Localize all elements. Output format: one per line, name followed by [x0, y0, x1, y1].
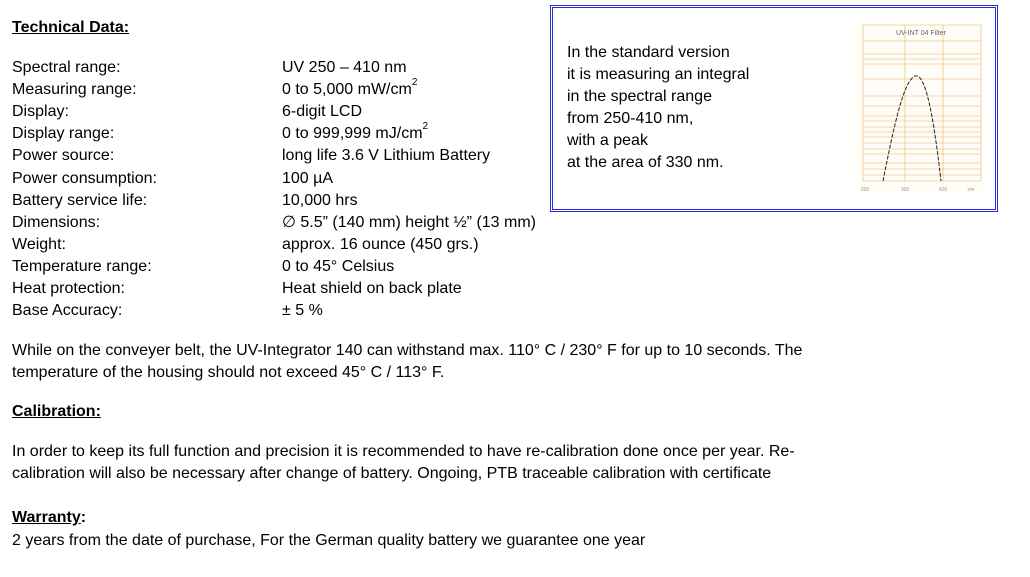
spec-label: Power consumption: — [12, 169, 157, 187]
spec-value-text: 10,000 hrs — [282, 191, 358, 209]
spec-value-text: UV 250 – 410 nm — [282, 59, 407, 76]
chart-bg — [853, 21, 983, 193]
calibration-text-2: calibration will also be necessary after… — [12, 465, 772, 482]
warranty-text: 2 years from the date of purchase, For t… — [12, 532, 646, 549]
spec-label: Heat protection: — [12, 280, 125, 297]
spec-label: Base Accuracy: — [12, 302, 123, 320]
calibration-heading: Calibration: — [12, 403, 101, 420]
info-line: In the standard version — [567, 44, 730, 61]
info-line: from 250-410 nm, — [567, 110, 694, 127]
spec-label: Dimensions: — [12, 213, 101, 231]
spec-value-text: ∅ 5.5” (140 mm) height ½” (13 mm) — [282, 213, 537, 231]
warranty-heading-text: Warranty — [12, 509, 81, 526]
spec-value-text: 0 to 999,999 mJ/cm — [282, 125, 423, 143]
chart-title: UV-INT 04 Filter — [896, 30, 947, 37]
spec-value: 0 to 999,999 mJ/cm2 — [282, 121, 429, 145]
spec-value: 10,000 hrs — [282, 190, 358, 212]
spec-value: ± 5 % — [282, 300, 323, 322]
calibration-text-1: In order to keep its full function and p… — [12, 443, 795, 460]
spec-label: Measuring range: — [12, 81, 137, 99]
info-line: at the area of 330 nm. — [567, 154, 724, 171]
spec-value-text: 6-digit LCD — [282, 103, 363, 121]
x-tick-label: nm — [968, 187, 975, 193]
spec-value: 100 µA — [282, 168, 333, 190]
spec-value: 0 to 5,000 mW/cm2 — [282, 77, 418, 101]
info-line: it is measuring an integral — [567, 66, 750, 83]
spec-label: Display: — [12, 103, 69, 121]
info-text: In the standard version it is measuring a… — [567, 42, 837, 174]
heat-note-1: While on the conveyer belt, the UV-Integ… — [12, 342, 803, 359]
spec-value-text: Heat shield on back plate — [282, 280, 462, 297]
spec-label: Power source: — [12, 147, 115, 165]
spec-label: Display range: — [12, 125, 115, 143]
spec-value: Heat shield on back plate — [282, 278, 462, 300]
warranty-colon: : — [80, 509, 87, 526]
spec-value: approx. 16 ounce (450 grs.) — [282, 234, 479, 256]
spectral-response-chart: UV-INT 04 Filter 200 300 400 nm — [853, 21, 983, 193]
x-tick-label: 300 — [901, 187, 910, 193]
spec-label: Battery service life: — [12, 191, 148, 209]
spec-value-text: approx. 16 ounce (450 grs.) — [282, 235, 479, 253]
spec-value: 6-digit LCD — [282, 101, 362, 123]
spec-label: Spectral range: — [12, 59, 121, 76]
superscript: 2 — [422, 121, 429, 133]
heat-note-2: temperature of the housing should not ex… — [12, 364, 445, 381]
info-line: in the spectral range — [567, 88, 712, 105]
spec-value-text: 0 to 45° Celsius — [282, 257, 395, 275]
spec-value: 0 to 45° Celsius — [282, 256, 394, 278]
spec-value-text: ± 5 % — [282, 302, 323, 320]
warranty-heading: Warranty: — [12, 507, 86, 529]
x-tick-label: 200 — [861, 187, 870, 193]
spec-value: long life 3.6 V Lithium Battery — [282, 145, 490, 167]
info-box: In the standard version it is measuring a… — [550, 5, 998, 212]
spec-label: Weight: — [12, 235, 66, 253]
spec-value-text: long life 3.6 V Lithium Battery — [282, 147, 491, 165]
superscript: 2 — [411, 77, 418, 89]
response-curve — [882, 75, 942, 182]
x-tick-label: 400 — [939, 187, 948, 193]
spec-value-text: 100 µA — [282, 169, 334, 187]
technical-data-heading: Technical Data: — [12, 19, 130, 36]
spec-label: Temperature range: — [12, 257, 152, 275]
info-line: with a peak — [567, 132, 648, 149]
spec-value: UV 250 – 410 nm — [282, 57, 407, 79]
spec-value: ∅ 5.5” (140 mm) height ½” (13 mm) — [282, 212, 536, 234]
spec-value-text: 0 to 5,000 mW/cm — [282, 81, 412, 99]
